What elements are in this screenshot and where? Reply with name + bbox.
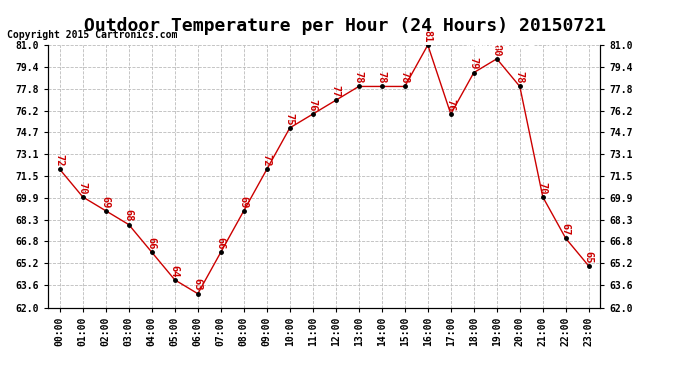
Text: 64: 64 bbox=[170, 265, 180, 277]
Text: 78: 78 bbox=[377, 71, 387, 84]
Text: 70: 70 bbox=[538, 182, 548, 194]
Text: 69: 69 bbox=[101, 195, 111, 208]
Text: 68: 68 bbox=[124, 209, 134, 222]
Text: 76: 76 bbox=[308, 99, 318, 111]
Text: 69: 69 bbox=[239, 195, 249, 208]
Text: 80: 80 bbox=[492, 44, 502, 56]
Text: 66: 66 bbox=[216, 237, 226, 249]
Text: 77: 77 bbox=[331, 85, 341, 98]
Text: 67: 67 bbox=[561, 223, 571, 236]
Text: 81: 81 bbox=[423, 30, 433, 42]
Text: 72: 72 bbox=[262, 154, 272, 166]
Text: 78: 78 bbox=[400, 71, 410, 84]
Text: 72: 72 bbox=[55, 154, 65, 166]
Text: 79: 79 bbox=[469, 57, 479, 70]
Text: 70: 70 bbox=[78, 182, 88, 194]
Text: 76: 76 bbox=[446, 99, 456, 111]
Text: 65: 65 bbox=[584, 251, 594, 263]
Text: Temperature  (°F): Temperature (°F) bbox=[466, 41, 572, 51]
Text: 66: 66 bbox=[147, 237, 157, 249]
Text: 75: 75 bbox=[285, 112, 295, 125]
Text: Outdoor Temperature per Hour (24 Hours) 20150721: Outdoor Temperature per Hour (24 Hours) … bbox=[84, 17, 606, 35]
Text: 78: 78 bbox=[354, 71, 364, 84]
Text: 63: 63 bbox=[193, 278, 203, 291]
Text: Copyright 2015 Cartronics.com: Copyright 2015 Cartronics.com bbox=[7, 30, 177, 39]
Text: 78: 78 bbox=[515, 71, 525, 84]
